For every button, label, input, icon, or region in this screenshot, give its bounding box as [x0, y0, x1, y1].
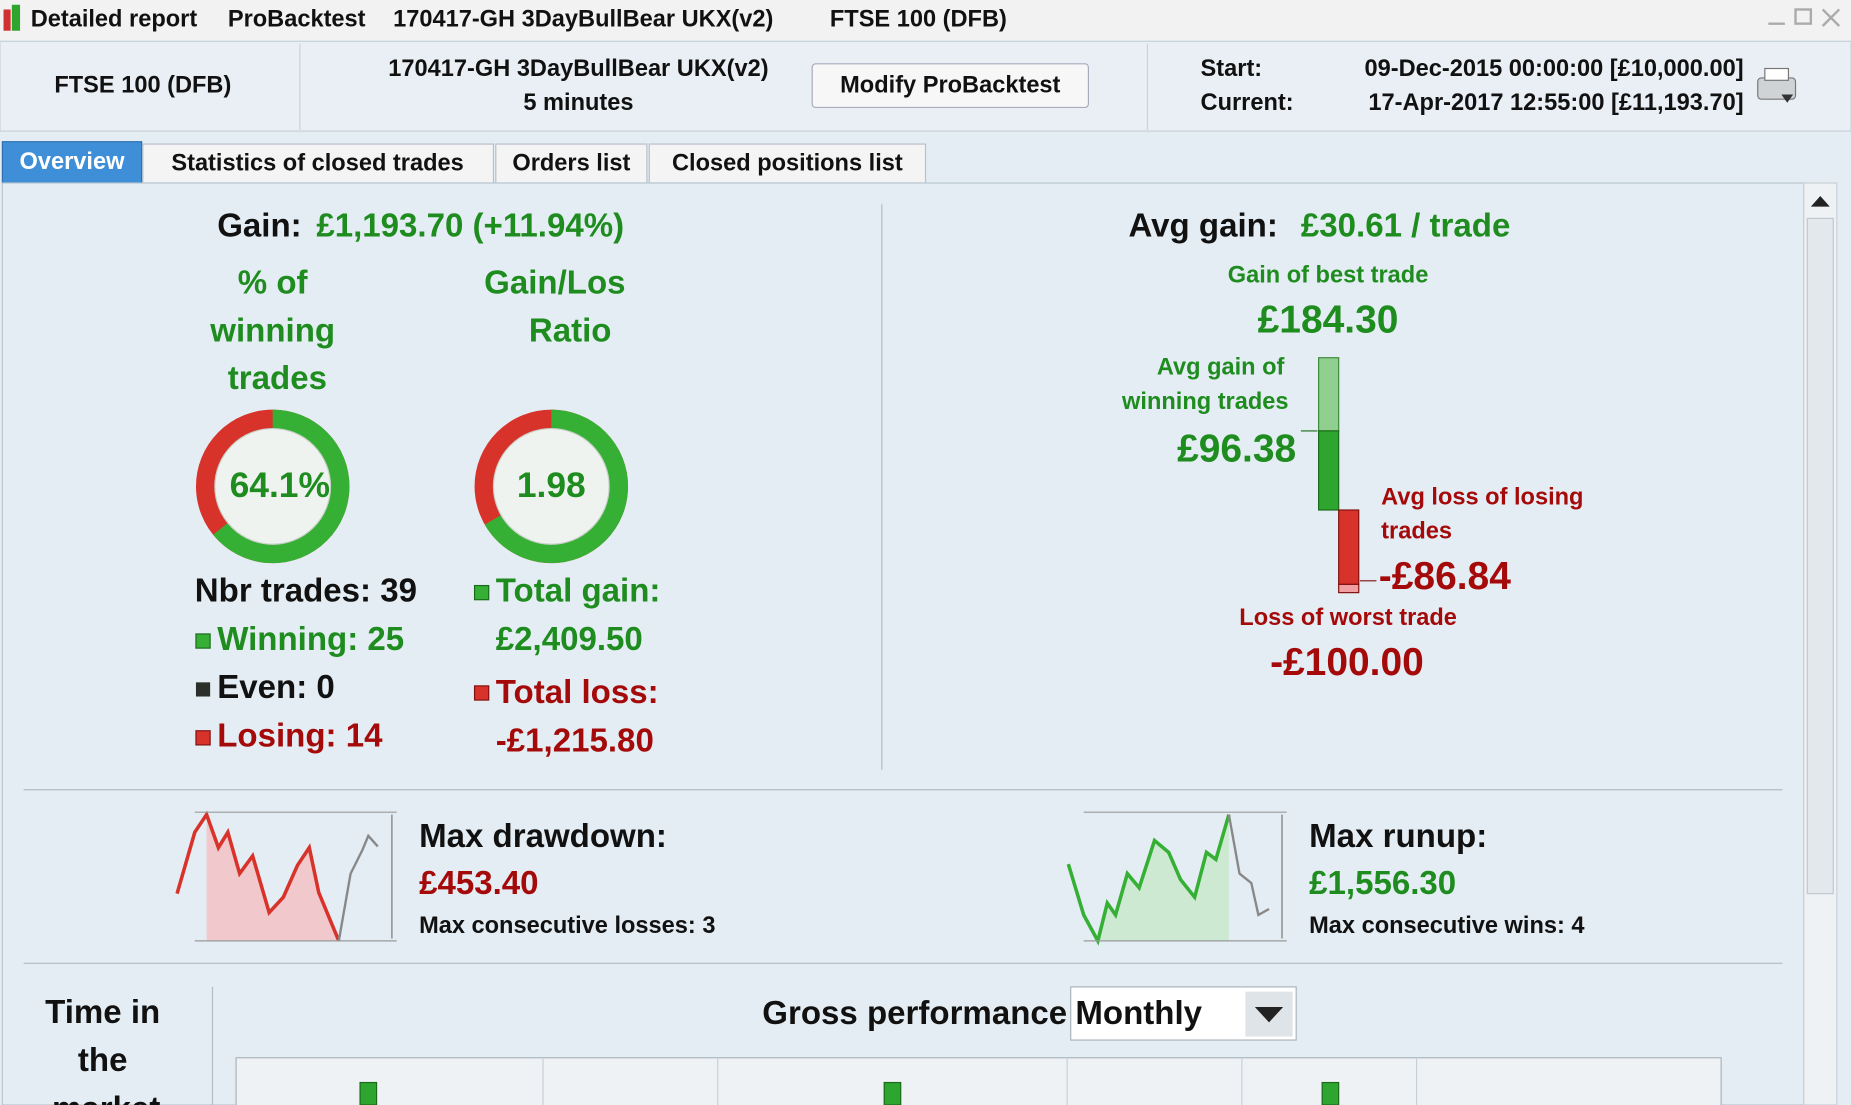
title-text: ProBacktest [228, 6, 366, 32]
losing-count: Losing: 14 [217, 718, 383, 755]
drawdown-label: Max drawdown: [419, 818, 667, 855]
total-gain: £2,409.50 [496, 621, 643, 658]
winning-pct-title: % of [238, 264, 309, 301]
total-loss: -£1,215.80 [496, 722, 654, 759]
printer-arrow[interactable] [1781, 94, 1794, 103]
donut-ring-win [195, 409, 350, 564]
max-wins: Max consecutive wins: 4 [1309, 913, 1584, 939]
worst-trade-bar [1338, 583, 1360, 594]
best-trade-label: Gain of best trade [1228, 263, 1429, 289]
avg-win: £96.38 [1177, 427, 1296, 470]
drawdown: £453.40 [419, 865, 538, 902]
equity-line [1227, 814, 1270, 917]
avg-loss-label: trades [1381, 519, 1452, 545]
tab-active[interactable] [1, 141, 143, 184]
dropdown-arrow[interactable] [1254, 1006, 1284, 1023]
start-value: 09-Dec-2015 00:00:00 [£10,000.00] [1364, 56, 1743, 82]
total-gain-label: Total gain: [496, 572, 661, 609]
time-in-market-label: Time in [45, 994, 160, 1031]
gain-loss-ratio: 1.98 [517, 465, 586, 505]
title-text: Detailed report [31, 6, 198, 32]
gross-chart-frame [235, 1057, 1722, 1105]
app-icon [3, 9, 11, 31]
legend-swatch [195, 730, 211, 746]
worst-trade-label: Loss of worst trade [1239, 605, 1457, 631]
avg-loss-label: Avg loss of losing [1381, 484, 1583, 510]
system-name: 170417-GH 3DayBullBear UKX(v2) [388, 56, 768, 82]
drawdown-line [175, 810, 341, 942]
winning-pct: 64.1% [230, 465, 330, 505]
avg-win-bar [1318, 430, 1340, 511]
winning-count: Winning: 25 [217, 621, 404, 658]
modify-button[interactable] [811, 63, 1089, 109]
donut-ring-gain [474, 409, 629, 564]
drawdown-area [206, 814, 339, 941]
ratio-title: Ratio [529, 313, 612, 350]
modify-button-label[interactable]: Modify ProBacktest [840, 72, 1060, 98]
overview-panel [1, 182, 1805, 1105]
winning-pct-title: winning [209, 313, 335, 350]
max-losses: Max consecutive losses: 3 [419, 913, 715, 939]
avg-loss: -£86.84 [1379, 555, 1511, 598]
runup-area [1097, 814, 1229, 941]
legend-swatch [195, 682, 211, 697]
scroll-up[interactable] [1810, 195, 1830, 207]
current-label: Current: [1201, 90, 1294, 116]
title-bar [0, 0, 1851, 41]
instrument: FTSE 100 (DFB) [54, 72, 231, 98]
winning-pct-title: trades [228, 360, 327, 397]
close-button[interactable] [1821, 8, 1841, 27]
tab-label[interactable]: Closed positions list [672, 150, 903, 176]
donut-center [214, 427, 332, 545]
printer-paper[interactable] [1764, 67, 1790, 81]
app-icon [11, 4, 21, 31]
drawdown-sparkline [175, 810, 397, 942]
avg-loss-bar [1338, 509, 1360, 585]
current-value: 17-Apr-2017 12:55:00 [£11,193.70] [1368, 90, 1743, 116]
donut-center [492, 427, 610, 545]
legend-swatch [195, 633, 211, 649]
performance-bar [1321, 1081, 1340, 1105]
gain-value: £1,193.70 (+11.94%) [316, 208, 624, 245]
runup-line [1066, 814, 1231, 946]
runup-sparkline [1066, 811, 1287, 946]
start-label: Start: [1201, 56, 1263, 82]
tab[interactable] [495, 143, 648, 184]
best-trade: £184.30 [1258, 299, 1399, 342]
timeframe: 5 minutes [523, 90, 633, 116]
legend-swatch [473, 584, 490, 601]
best-trade-bar [1318, 357, 1340, 432]
time-in-market-label: market [52, 1091, 160, 1105]
maximize-button[interactable] [1794, 8, 1813, 25]
ratio-title: Gain/Los [484, 264, 625, 301]
print-icon[interactable] [1757, 67, 1797, 103]
equity-line [337, 833, 379, 942]
gross-performance-label: Gross performance [762, 995, 1067, 1032]
tab-label[interactable]: Orders list [512, 150, 630, 176]
tab-label[interactable]: Statistics of closed trades [171, 150, 463, 176]
gain-label: Gain: [217, 208, 301, 245]
tab-label[interactable]: Overview [20, 149, 126, 175]
avg-win-label: Avg gain of [1157, 355, 1285, 381]
nbr-trades: Nbr trades: 39 [195, 572, 417, 609]
worst-trade: -£100.00 [1270, 641, 1424, 684]
title-text: FTSE 100 (DFB) [830, 6, 1007, 32]
avg-gain: £30.61 / trade [1301, 208, 1510, 245]
avg-gain-label: Avg gain: [1129, 208, 1278, 245]
runup: £1,556.30 [1309, 865, 1456, 902]
performance-bar [359, 1081, 378, 1105]
runup-label: Max runup: [1309, 818, 1487, 855]
avg-win-label: winning trades [1121, 389, 1288, 415]
scroll-thumb[interactable] [1806, 217, 1834, 895]
total-loss-label: Total loss: [496, 674, 659, 711]
legend-swatch [473, 685, 490, 701]
performance-bar [883, 1081, 902, 1105]
time-in-market-label: the [78, 1042, 128, 1079]
title-text: 170417-GH 3DayBullBear UKX(v2) [393, 6, 773, 32]
even-count: Even: 0 [217, 669, 335, 706]
period-select-value[interactable]: Monthly [1075, 995, 1202, 1032]
